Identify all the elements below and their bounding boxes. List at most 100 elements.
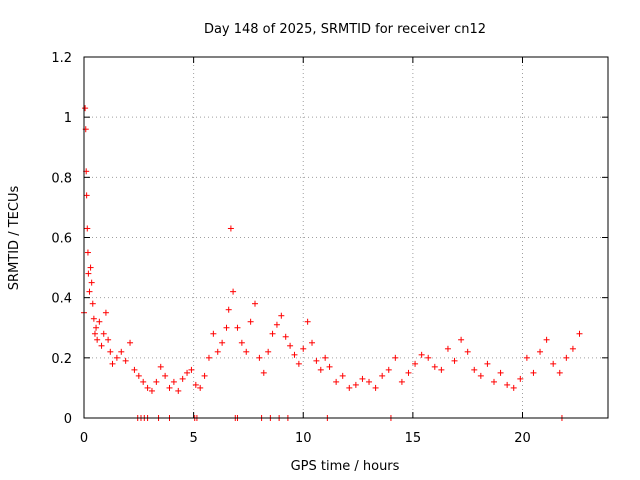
data-point: [504, 381, 511, 388]
data-point: [304, 318, 311, 325]
data-point: [569, 345, 576, 352]
x-tick-label: 10: [295, 431, 312, 446]
data-point: [309, 339, 316, 346]
data-point: [333, 378, 340, 385]
data-point: [444, 345, 451, 352]
data-points: [81, 105, 583, 421]
data-point: [127, 339, 134, 346]
data-point: [576, 330, 583, 337]
data-point: [113, 354, 120, 361]
data-point: [412, 360, 419, 367]
data-point: [109, 360, 116, 367]
data-point: [86, 288, 93, 295]
data-point: [82, 105, 89, 112]
y-tick-label: 0.4: [51, 292, 72, 307]
data-point: [85, 270, 92, 277]
data-point: [197, 384, 204, 391]
data-point: [326, 363, 333, 370]
data-point: [291, 351, 298, 358]
data-point: [510, 384, 517, 391]
data-point: [451, 357, 458, 364]
y-tick-label: 1: [64, 111, 72, 126]
data-point: [405, 369, 412, 376]
tick-labels: 0 0.2 0.4 0.6 0.8 1 1.2 0 5 10 15 20: [51, 51, 530, 446]
data-point: [84, 225, 91, 232]
data-point: [91, 330, 98, 337]
data-point: [339, 372, 346, 379]
grid-lines: [84, 57, 608, 418]
data-point: [300, 345, 307, 352]
data-point: [256, 354, 263, 361]
data-point: [201, 372, 208, 379]
data-point: [247, 318, 254, 325]
data-point: [162, 372, 169, 379]
data-point: [464, 348, 471, 355]
data-point: [96, 318, 103, 325]
data-point: [175, 387, 182, 394]
data-point: [135, 372, 142, 379]
data-point: [484, 360, 491, 367]
data-point: [517, 375, 524, 382]
x-tick-label: 0: [80, 431, 88, 446]
data-point: [458, 336, 465, 343]
data-point: [282, 333, 289, 340]
data-point: [234, 324, 241, 331]
data-point: [157, 363, 164, 370]
data-point: [122, 357, 129, 364]
plot-frame: [83, 56, 609, 419]
data-point: [210, 330, 217, 337]
data-point: [372, 384, 379, 391]
data-point: [359, 375, 366, 382]
data-point: [131, 366, 138, 373]
data-point: [295, 360, 302, 367]
data-point: [322, 354, 329, 361]
x-tick-label: 15: [405, 431, 422, 446]
x-tick-label: 20: [514, 431, 531, 446]
data-point: [89, 300, 96, 307]
data-point: [287, 342, 294, 349]
data-point: [102, 309, 109, 316]
y-tick-label: 0.6: [51, 232, 72, 247]
data-point: [471, 366, 478, 373]
data-point: [94, 336, 101, 343]
data-point: [385, 366, 392, 373]
data-point: [563, 354, 570, 361]
data-point: [346, 384, 353, 391]
data-point: [219, 339, 226, 346]
data-point: [550, 360, 557, 367]
y-axis-label: SRMTID / TECUs: [7, 186, 22, 291]
y-tick-label: 1.2: [51, 51, 72, 66]
axis-ticks: [83, 56, 608, 419]
data-point: [93, 324, 100, 331]
data-point: [317, 366, 324, 373]
data-point: [214, 348, 221, 355]
data-point: [252, 300, 259, 307]
data-point: [398, 378, 405, 385]
data-point: [84, 249, 91, 256]
data-point: [490, 378, 497, 385]
data-point: [273, 321, 280, 328]
data-point: [153, 378, 160, 385]
data-point: [313, 357, 320, 364]
y-tick-label: 0.2: [51, 352, 72, 367]
data-point: [425, 354, 432, 361]
y-tick-label: 0.8: [51, 171, 72, 186]
data-point: [227, 225, 234, 232]
data-point: [179, 375, 186, 382]
data-point: [269, 330, 276, 337]
x-tick-label: 5: [189, 431, 197, 446]
data-point: [90, 315, 97, 322]
data-point: [243, 348, 250, 355]
data-point: [438, 366, 445, 373]
data-point: [497, 369, 504, 376]
data-point: [352, 381, 359, 388]
data-point: [265, 348, 272, 355]
data-point: [140, 378, 147, 385]
data-point: [184, 369, 191, 376]
data-point: [392, 354, 399, 361]
data-point: [148, 387, 155, 394]
data-point: [118, 348, 125, 355]
data-point: [556, 369, 563, 376]
data-point: [188, 366, 195, 373]
